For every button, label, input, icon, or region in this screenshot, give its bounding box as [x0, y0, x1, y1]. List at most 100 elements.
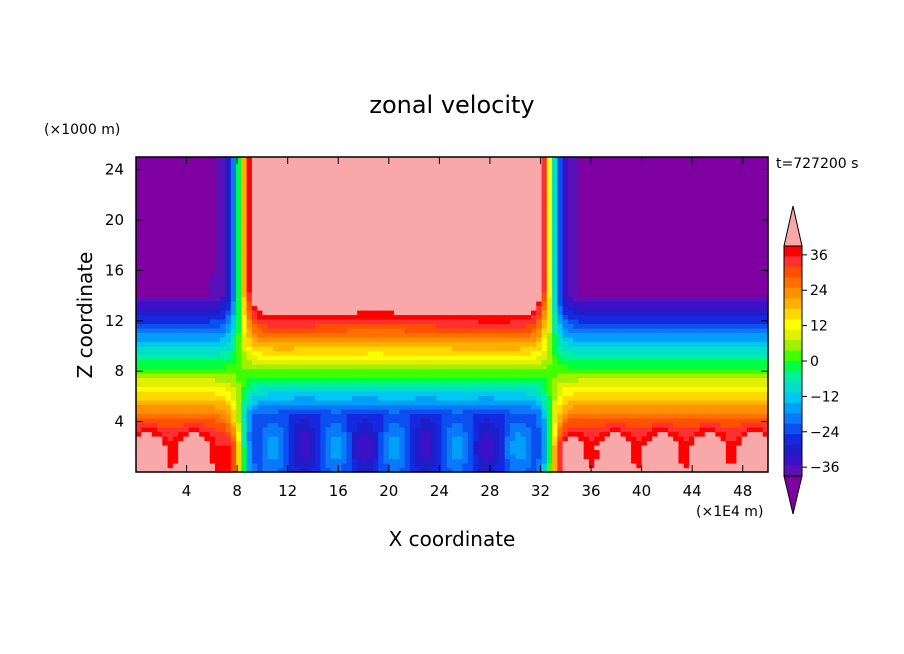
field-cell [452, 287, 458, 293]
field-cell [351, 368, 358, 374]
field-cell [262, 341, 269, 347]
field-cell [320, 445, 327, 451]
field-cell [172, 233, 179, 239]
field-cell [136, 449, 142, 455]
field-cell [204, 175, 211, 181]
field-cell [394, 458, 400, 464]
field-cell [178, 458, 184, 464]
field-cell [183, 179, 190, 185]
field-cell [330, 278, 337, 284]
field-cell [267, 418, 274, 424]
field-cell [325, 251, 332, 257]
field-cell [394, 157, 400, 163]
field-cell [441, 436, 448, 442]
field-cell [188, 233, 195, 239]
field-cell [283, 337, 290, 343]
field-cell [415, 215, 421, 221]
field-cell [388, 382, 395, 388]
field-cell [383, 220, 390, 226]
field-cell [462, 197, 469, 203]
field-cell [309, 368, 316, 374]
field-cell [336, 427, 342, 433]
field-cell [409, 224, 416, 230]
field-cell [441, 301, 448, 307]
field-cell [257, 247, 263, 253]
field-cell [230, 328, 237, 334]
field-cell [251, 377, 258, 383]
field-cell [351, 283, 358, 289]
field-cell [441, 359, 448, 365]
field-cell [199, 386, 206, 392]
field-cell [415, 404, 421, 410]
field-cell [162, 431, 169, 437]
field-cell [336, 431, 342, 437]
field-cell [257, 328, 263, 334]
field-cell [246, 193, 253, 199]
field-cell [378, 350, 385, 356]
field-cell [383, 256, 390, 262]
field-cell [162, 386, 169, 392]
field-cell [178, 314, 184, 320]
field-cell [330, 341, 337, 347]
field-cell [462, 422, 469, 428]
field-cell [251, 319, 258, 325]
field-cell [441, 256, 448, 262]
field-cell [420, 278, 427, 284]
field-cell [162, 422, 169, 428]
field-cell [346, 206, 353, 212]
field-cell [478, 458, 485, 464]
field-cell [178, 395, 184, 401]
field-cell [220, 458, 227, 464]
field-cell [430, 301, 437, 307]
field-cell [336, 310, 342, 316]
field-cell [346, 238, 353, 244]
field-cell [299, 350, 306, 356]
field-cell [267, 215, 274, 221]
field-cell [494, 157, 500, 163]
field-cell [394, 427, 400, 433]
field-cell [262, 355, 269, 361]
field-cell [162, 170, 169, 176]
field-cell [341, 341, 348, 347]
field-cell [409, 238, 416, 244]
field-cell [299, 319, 306, 325]
field-cell [336, 247, 342, 253]
field-cell [499, 247, 506, 253]
field-cell [272, 445, 279, 451]
field-cell [483, 215, 490, 221]
field-cell [283, 449, 290, 455]
field-cell [462, 409, 469, 415]
field-cell [220, 233, 227, 239]
field-cell [457, 373, 464, 379]
field-cell [362, 440, 369, 446]
field-cell [283, 283, 290, 289]
field-cell [441, 418, 448, 424]
field-cell [272, 188, 279, 194]
field-cell [172, 269, 179, 275]
field-cell [494, 413, 500, 419]
field-cell [336, 314, 342, 320]
field-cell [425, 310, 432, 316]
field-cell [478, 323, 485, 329]
field-cell [478, 368, 485, 374]
field-cell [436, 202, 443, 208]
field-cell [457, 292, 464, 298]
field-cell [183, 301, 190, 307]
field-cell [373, 242, 379, 248]
field-cell [215, 440, 221, 446]
field-cell [420, 175, 427, 181]
field-cell [136, 206, 142, 212]
field-cell [172, 292, 179, 298]
field-cell [378, 220, 385, 226]
field-cell [425, 463, 432, 469]
field-cell [373, 445, 379, 451]
field-cell [420, 418, 427, 424]
field-cell [336, 364, 342, 370]
field-cell [220, 238, 227, 244]
field-cell [388, 175, 395, 181]
field-cell [236, 328, 242, 334]
field-cell [330, 251, 337, 257]
field-cell [488, 211, 495, 217]
field-cell [246, 184, 253, 190]
field-cell [172, 229, 179, 235]
